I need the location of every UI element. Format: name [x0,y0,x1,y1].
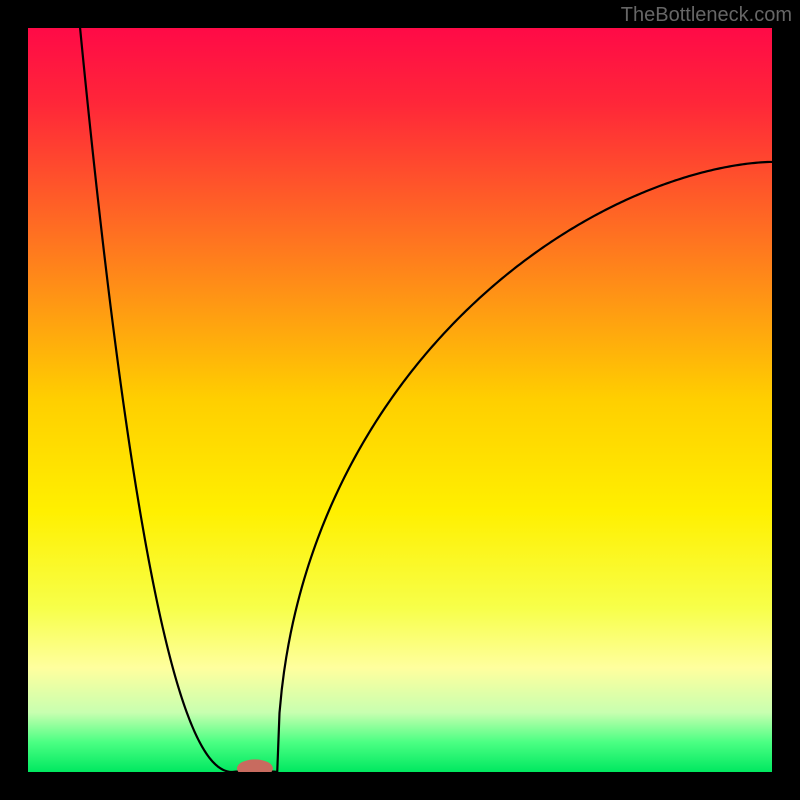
chart-background [28,28,772,772]
chart-container: TheBottleneck.com [0,0,800,800]
chart-svg [28,28,772,772]
watermark-text: TheBottleneck.com [621,4,792,27]
plot-area [28,28,772,772]
